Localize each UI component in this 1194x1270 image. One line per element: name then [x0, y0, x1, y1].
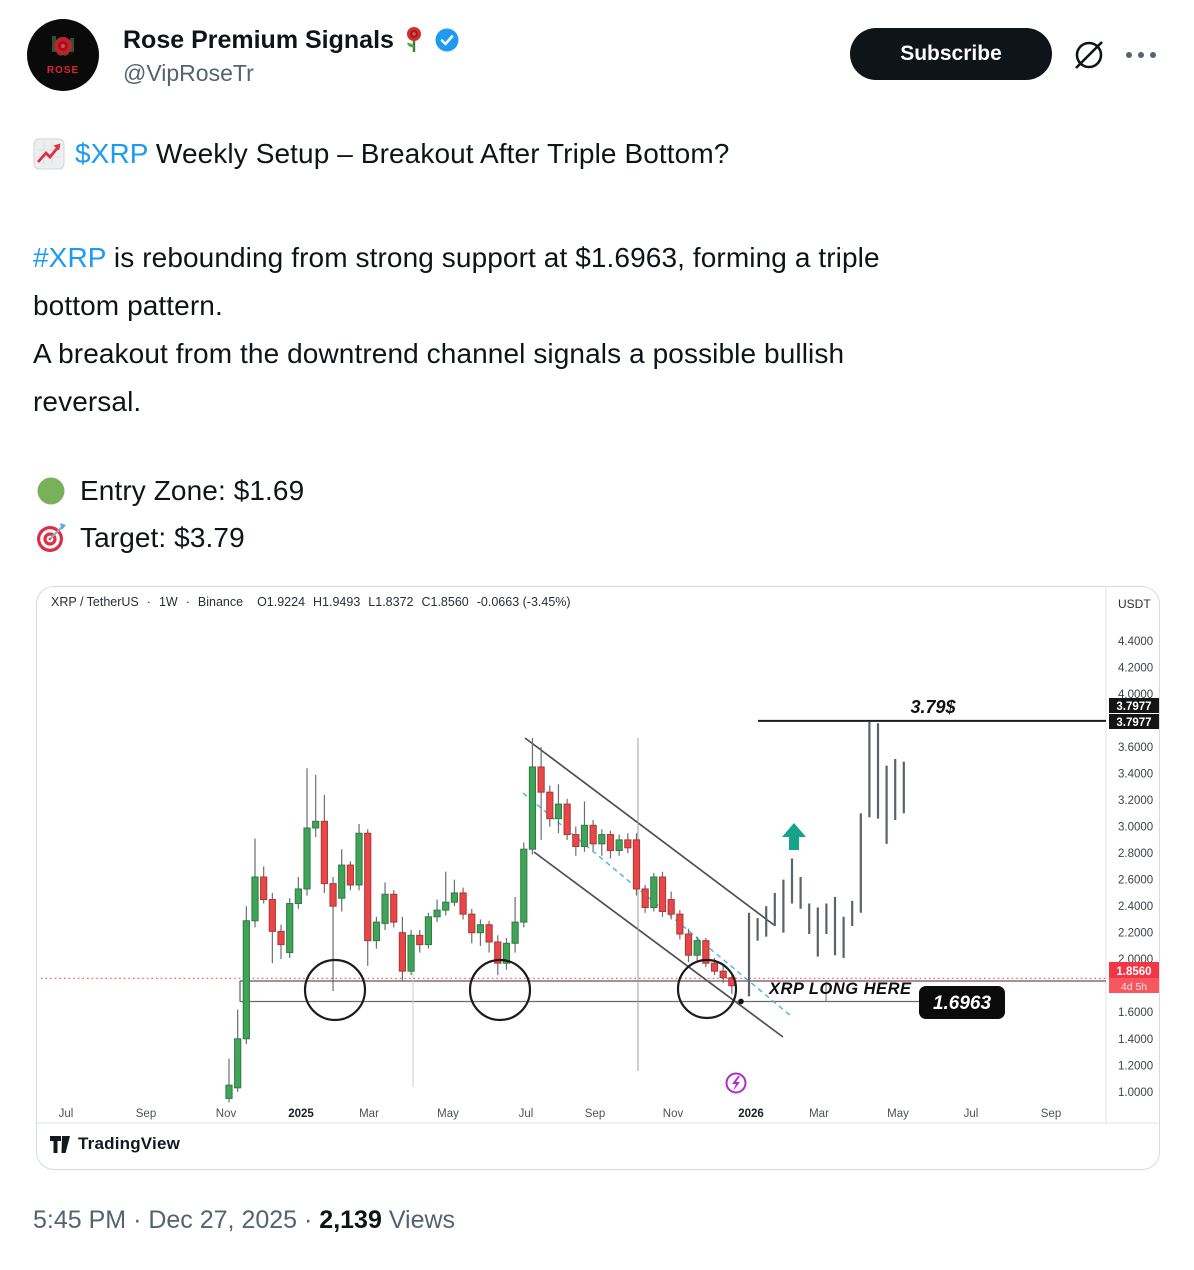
svg-text:May: May: [437, 1108, 459, 1120]
rose-emoji-icon: [406, 27, 421, 52]
views-label: Views: [388, 1206, 456, 1234]
svg-text:3.0000: 3.0000: [1118, 822, 1153, 834]
cashtag-link[interactable]: $XRP: [75, 138, 149, 169]
body-text: is rebounding from strong support at $1.…: [33, 242, 880, 321]
channel-upper-line: [524, 737, 775, 926]
more-button[interactable]: [1126, 46, 1170, 64]
post-date: Dec 27, 2025: [148, 1206, 298, 1234]
target-axis-badges: 3.7977 3.7977: [1109, 698, 1159, 729]
grok-icon: [1075, 41, 1103, 69]
timestamp-row: 5:45 PM · Dec 27, 2025 · 2,139 Views: [33, 1206, 456, 1234]
up-arrow-icon: [782, 823, 806, 850]
svg-text:2.4000: 2.4000: [1118, 901, 1153, 913]
svg-text:1.6000: 1.6000: [1118, 1007, 1153, 1019]
entry-zone-row: Entry Zone: $1.69: [36, 467, 1136, 515]
ohlc-change: -0.0663 (-3.45%): [476, 595, 571, 609]
user-block[interactable]: Rose Premium Signals @VipRoseTr: [123, 26, 460, 87]
current-price-badge: 1.8560 4d 5h: [1109, 962, 1159, 993]
dot-icon: [1126, 52, 1132, 58]
subscribe-button[interactable]: Subscribe: [850, 28, 1052, 80]
ohlc-close: C1.8560: [421, 595, 469, 609]
svg-text:Sep: Sep: [1041, 1108, 1061, 1120]
post-time: 5:45 PM: [33, 1206, 127, 1234]
svg-text:3.7977: 3.7977: [1116, 701, 1151, 713]
display-name: Rose Premium Signals: [123, 26, 394, 54]
svg-text:4.2000: 4.2000: [1118, 663, 1153, 675]
svg-text:1.8560: 1.8560: [1116, 966, 1151, 978]
hashtag-link[interactable]: #XRP: [33, 242, 107, 273]
candles-group: [225, 737, 736, 1103]
tradingview-text: TradingView: [78, 1134, 181, 1153]
svg-text:2025: 2025: [288, 1108, 314, 1120]
avatar-text: ROSE: [46, 65, 80, 76]
chart-exchange: Binance: [197, 595, 244, 609]
target-row: Target: $3.79: [36, 514, 1136, 562]
chart-media[interactable]: USDT 4.4000 4.2000 4.0000 3.6000 3.4000 3.2000…: [36, 586, 1160, 1170]
svg-text:3.4000: 3.4000: [1118, 769, 1153, 781]
svg-text:3.2000: 3.2000: [1118, 795, 1153, 807]
ohlc-low: L1.8372: [368, 595, 414, 609]
svg-text:2.6000: 2.6000: [1118, 875, 1153, 887]
green-circle-emoji-icon: [37, 477, 65, 505]
chart-symbol: XRP / TetherUS: [51, 595, 139, 609]
tweet-body-1: #XRP is rebounding from strong support a…: [33, 234, 1163, 330]
svg-text:Jul: Jul: [59, 1108, 74, 1120]
tweet-title: $XRP Weekly Setup – Breakout After Tripl…: [33, 130, 1163, 178]
support-zone: [239, 980, 1106, 1003]
title-text: Weekly Setup – Breakout After Triple Bot…: [148, 138, 730, 169]
svg-text:Jul: Jul: [964, 1108, 979, 1120]
price-chart: USDT4.40004.20004.00003.60003.40003.2000…: [37, 587, 1159, 1124]
svg-text:1.6963: 1.6963: [933, 993, 992, 1014]
bottom-circle-2: [468, 958, 532, 1022]
tradingview-logo: TradingView: [49, 1134, 180, 1154]
svg-text:Mar: Mar: [809, 1108, 829, 1120]
svg-text:1.4000: 1.4000: [1118, 1034, 1153, 1046]
lightning-marker-icon: [725, 1072, 747, 1094]
channel-lower-line: [533, 851, 784, 1038]
svg-text:USDT: USDT: [1118, 597, 1151, 611]
support-badge: 1.6963: [919, 986, 1005, 1019]
bottom-circle-3: [676, 958, 738, 1020]
svg-text:3.6000: 3.6000: [1118, 742, 1153, 754]
target-text: Target: $3.79: [80, 522, 245, 553]
svg-text:2026: 2026: [738, 1108, 764, 1120]
entry-zone-text: Entry Zone: $1.69: [80, 475, 305, 506]
dot-icon: [1138, 52, 1144, 58]
grok-button[interactable]: [1070, 36, 1108, 74]
svg-text:Sep: Sep: [136, 1108, 156, 1120]
avatar[interactable]: ROSE: [27, 19, 99, 91]
target-emoji-icon: [37, 523, 66, 552]
bottom-circle-1: [303, 958, 367, 1022]
svg-text:4d 5h: 4d 5h: [1121, 981, 1147, 993]
user-handle: @VipRoseTr: [123, 60, 254, 86]
ohlc-high: H1.9493: [313, 595, 361, 609]
svg-text:3.7977: 3.7977: [1116, 717, 1151, 729]
svg-text:1.0000: 1.0000: [1118, 1087, 1153, 1099]
svg-text:2.8000: 2.8000: [1118, 848, 1153, 860]
svg-text:Jul: Jul: [519, 1108, 534, 1120]
chart-interval: 1W: [158, 595, 178, 609]
svg-text:May: May: [887, 1108, 909, 1120]
svg-text:Nov: Nov: [663, 1108, 684, 1120]
ohlc-open: O1.9224: [257, 595, 306, 609]
views-count: 2,139: [319, 1206, 382, 1234]
tweet-body-2: A breakout from the downtrend channel si…: [33, 338, 845, 417]
tradingview-icon: [50, 1135, 70, 1153]
chart-increasing-emoji-icon: [33, 138, 65, 170]
svg-text:Nov: Nov: [216, 1108, 237, 1120]
projection-bars-group: [747, 721, 905, 997]
svg-text:Sep: Sep: [585, 1108, 605, 1120]
x-axis-labels: Jul Sep Nov 2025 Mar May Jul Sep Nov 2026 Mar May Ju…: [59, 1108, 1062, 1120]
rose-logo-icon: [52, 36, 74, 56]
long-here-text: XRP LONG HERE: [768, 980, 912, 998]
svg-text:1.2000: 1.2000: [1118, 1060, 1153, 1072]
svg-text:4.4000: 4.4000: [1118, 636, 1153, 648]
target-price-text: 3.79$: [910, 697, 956, 717]
dot-icon: [1150, 52, 1156, 58]
svg-text:2.2000: 2.2000: [1118, 928, 1153, 940]
svg-text:Mar: Mar: [359, 1108, 379, 1120]
chart-legend: XRP / TetherUS · 1W · Binance O1.9224 H1…: [51, 595, 571, 609]
verified-badge-icon: [435, 28, 459, 52]
